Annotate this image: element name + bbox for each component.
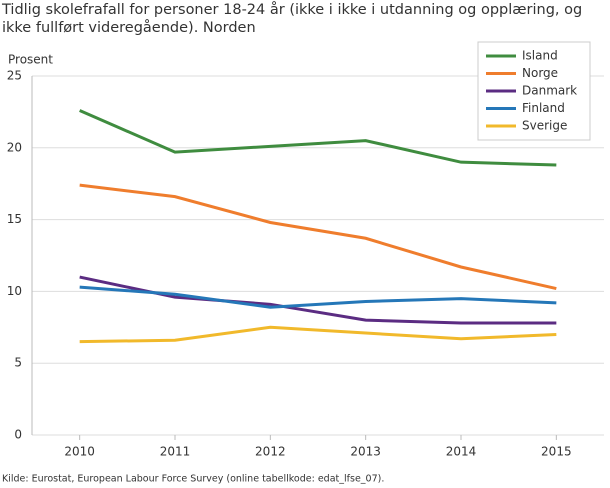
legend-label: Danmark	[522, 84, 577, 98]
x-tick-label: 2015	[541, 445, 572, 459]
series-line	[79, 109, 557, 167]
x-tick-label: 2011	[160, 445, 191, 459]
legend-label: Finland	[522, 101, 565, 115]
series-line	[79, 285, 557, 309]
y-tick-label: 15	[7, 212, 22, 226]
chart-title: Tidlig skolefrafall for personer 18-24 å…	[2, 2, 583, 36]
y-tick-label: 5	[14, 356, 22, 370]
x-tick-label: 2013	[350, 445, 381, 459]
y-tick-label: 25	[7, 69, 22, 83]
y-tick-label: 0	[14, 428, 22, 442]
x-tick-label: 2012	[255, 445, 286, 459]
x-tick-label: 2010	[64, 445, 95, 459]
series-line	[79, 325, 557, 344]
legend-label: Sverige	[522, 119, 567, 133]
y-tick-label: 20	[7, 140, 22, 154]
y-tick-label: 10	[7, 284, 22, 298]
legend-label: Island	[522, 49, 558, 63]
source: Kilde: Eurostat, European Labour Force S…	[2, 474, 384, 485]
x-tick-label: 2014	[446, 445, 477, 459]
y-axis-label: Prosent	[8, 53, 53, 67]
legend-label: Norge	[522, 66, 558, 80]
series-line	[79, 183, 557, 290]
